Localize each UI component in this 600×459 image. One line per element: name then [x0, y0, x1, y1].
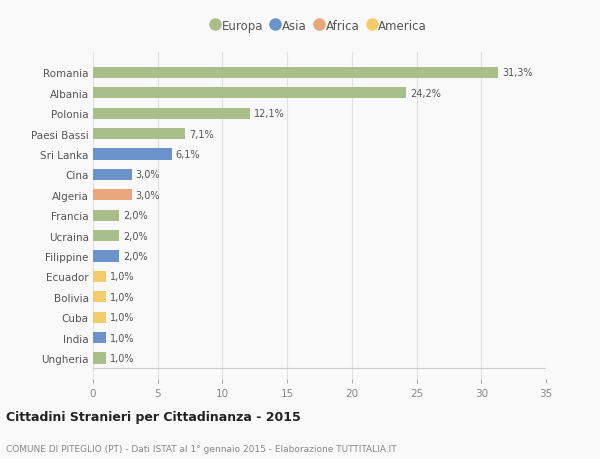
Text: 2,0%: 2,0% [123, 211, 148, 221]
Text: 1,0%: 1,0% [110, 353, 134, 363]
Text: COMUNE DI PITEGLIO (PT) - Dati ISTAT al 1° gennaio 2015 - Elaborazione TUTTITALI: COMUNE DI PITEGLIO (PT) - Dati ISTAT al … [6, 444, 397, 453]
Bar [93, 291, 106, 303]
Bar [93, 312, 106, 323]
Bar [93, 149, 172, 160]
Text: 3,0%: 3,0% [136, 190, 160, 201]
Text: 1,0%: 1,0% [110, 313, 134, 323]
Text: 3,0%: 3,0% [136, 170, 160, 180]
Bar [93, 230, 119, 242]
Bar [93, 67, 498, 79]
Text: 1,0%: 1,0% [110, 272, 134, 282]
Text: 6,1%: 6,1% [176, 150, 200, 160]
Text: 1,0%: 1,0% [110, 292, 134, 302]
Bar [93, 169, 132, 180]
Bar [93, 88, 406, 99]
Bar [93, 332, 106, 343]
Bar [93, 271, 106, 282]
Bar [93, 251, 119, 262]
Text: 2,0%: 2,0% [123, 231, 148, 241]
Bar [93, 210, 119, 221]
Text: 12,1%: 12,1% [253, 109, 284, 119]
Bar [93, 353, 106, 364]
Bar [93, 108, 250, 119]
Text: 24,2%: 24,2% [410, 89, 441, 99]
Text: 31,3%: 31,3% [502, 68, 533, 78]
Text: 7,1%: 7,1% [189, 129, 214, 139]
Text: Cittadini Stranieri per Cittadinanza - 2015: Cittadini Stranieri per Cittadinanza - 2… [6, 410, 301, 423]
Text: 2,0%: 2,0% [123, 252, 148, 262]
Text: 1,0%: 1,0% [110, 333, 134, 343]
Legend: Europa, Asia, Africa, America: Europa, Asia, Africa, America [212, 20, 427, 33]
Bar [93, 190, 132, 201]
Bar [93, 129, 185, 140]
